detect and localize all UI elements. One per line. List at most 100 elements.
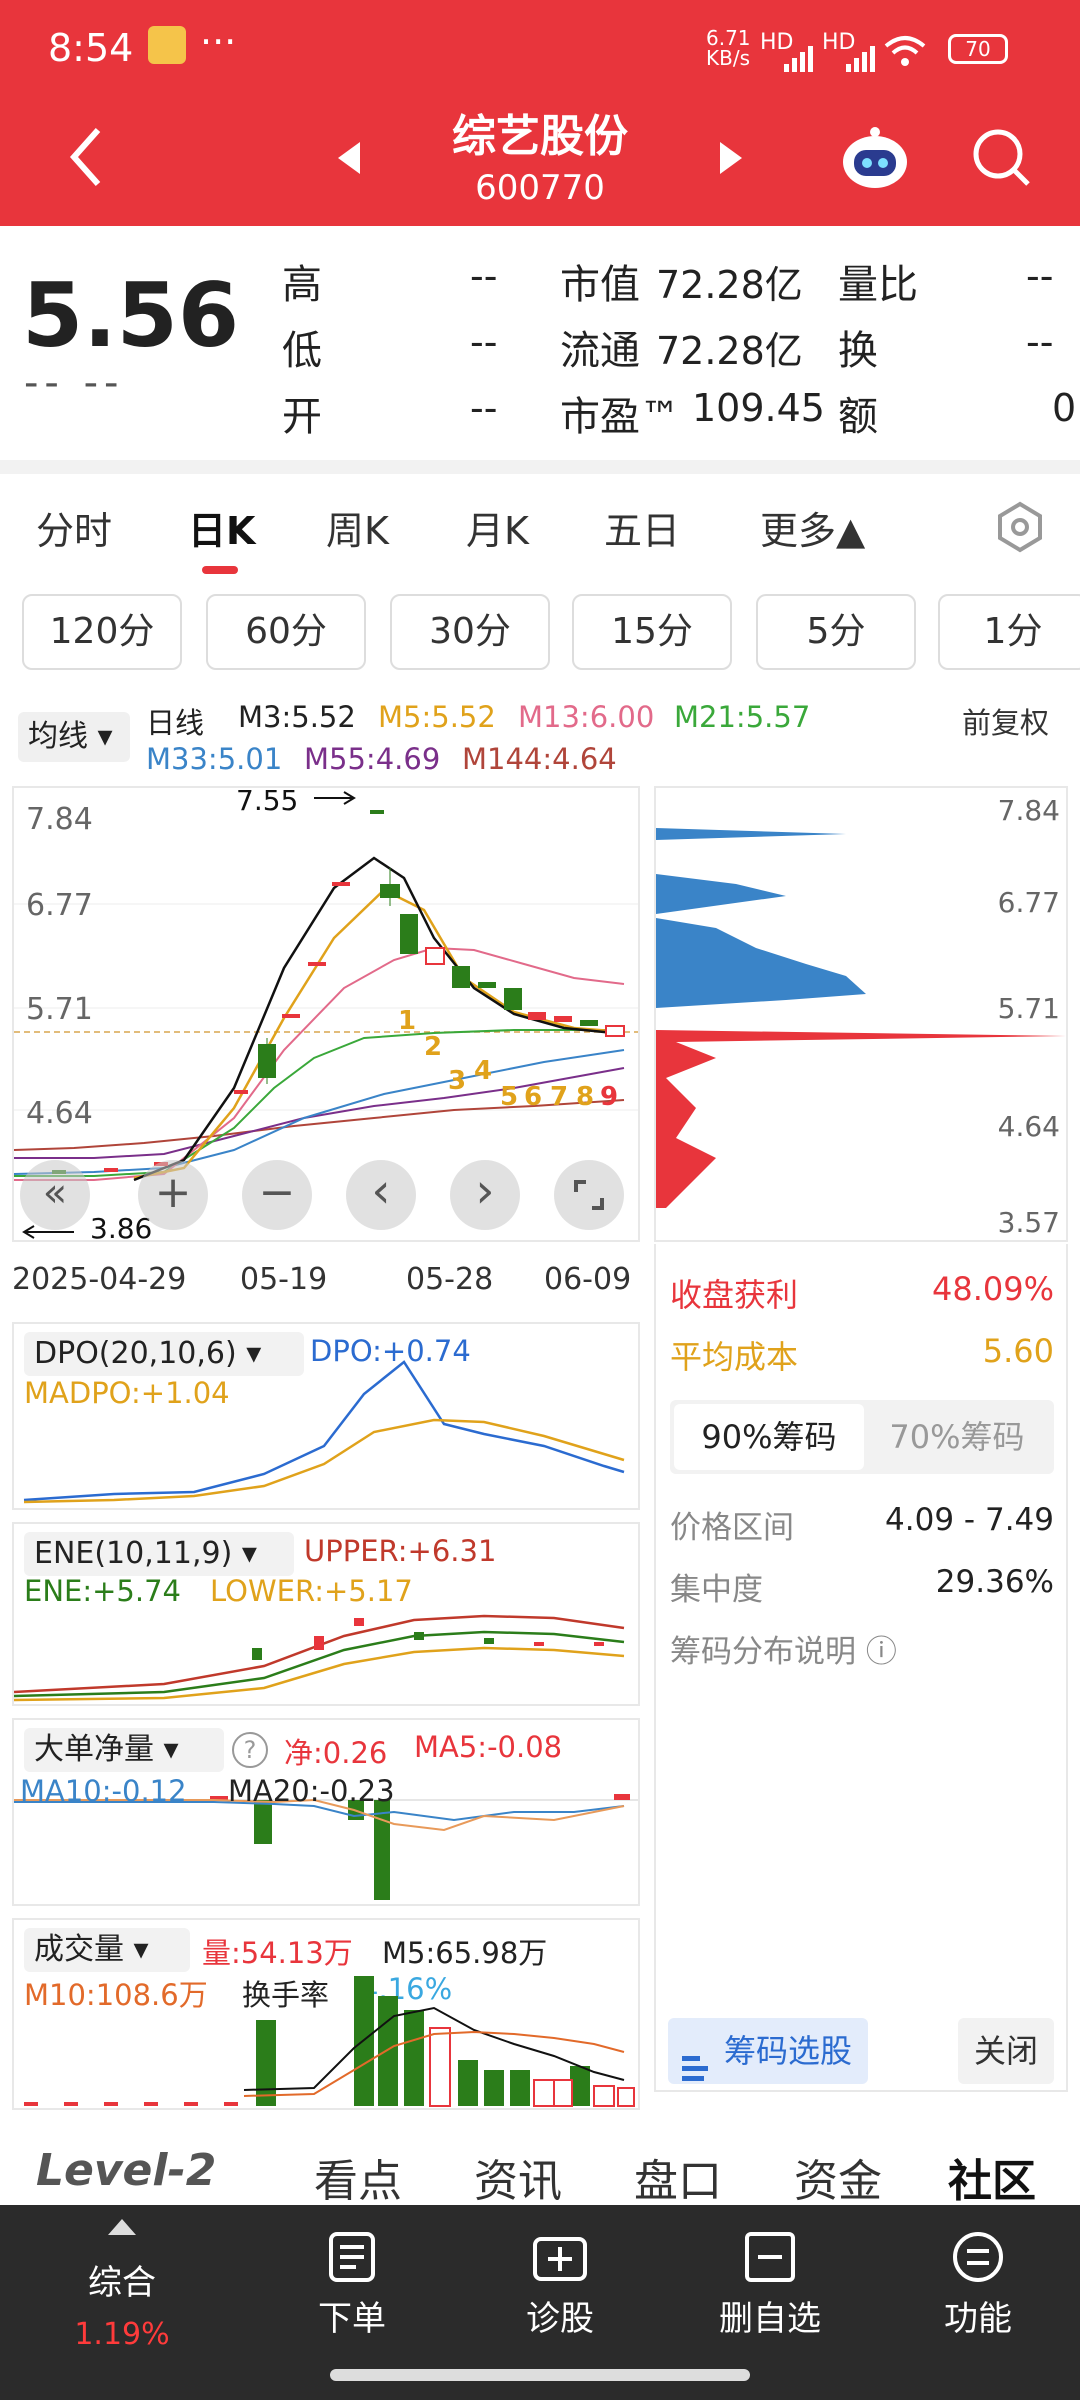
minute-1-button[interactable]: 1分: [938, 594, 1080, 670]
ene-upper-value: UPPER:+6.31: [304, 1534, 497, 1568]
signal-hd-1: HD: [760, 30, 794, 55]
close-chip-button[interactable]: 关闭: [958, 2018, 1054, 2084]
scroll-right-button[interactable]: ›: [450, 1160, 520, 1230]
big-order-select[interactable]: 大单净量 ▾: [24, 1728, 224, 1772]
ene-name: ENE(10,11,9): [34, 1536, 233, 1571]
tab-more[interactable]: 更多▲: [760, 509, 866, 553]
kline-xtick-3: 05-28: [406, 1262, 494, 1297]
dpo-chart: [23, 1360, 625, 1504]
ene-value: ENE:+5.74: [24, 1574, 181, 1608]
ma-m21: M21:5.57: [674, 700, 811, 734]
nav-overview[interactable]: 综合 1.19%: [14, 2205, 230, 2400]
wifi-icon: [884, 34, 926, 68]
tab-five-day[interactable]: 五日: [604, 509, 681, 553]
stock-code: 600770: [475, 168, 605, 208]
big-order-net: 净:0.26: [284, 1736, 388, 1770]
tab-90-percent[interactable]: 90%筹码: [674, 1404, 864, 1470]
concentration-label: 集中度: [670, 1572, 763, 1608]
tab-weekly-k[interactable]: 周K: [326, 509, 389, 553]
bottom-nav: 综合 1.19% 下单 诊股 删自选 功能: [0, 2205, 1080, 2400]
ma-m13: M13:6.00: [518, 700, 655, 734]
order-form-icon: [328, 2231, 376, 2283]
ene-chart: [14, 1614, 625, 1702]
search-icon[interactable]: [970, 126, 1034, 190]
active-tab-indicator: [202, 566, 238, 574]
float-cap-value: 72.28亿: [656, 329, 803, 373]
avg-cost-label: 平均成本: [670, 1338, 799, 1376]
minute-30-button[interactable]: 30分: [390, 594, 550, 670]
dpo-value: DPO:+0.74: [310, 1334, 471, 1368]
minute-5-button[interactable]: 5分: [756, 594, 916, 670]
volume-select[interactable]: 成交量 ▾: [24, 1928, 190, 1972]
big-order-ma5: MA5:-0.08: [414, 1730, 563, 1764]
fullscreen-icon[interactable]: [554, 1160, 624, 1230]
last-price: 5.56: [22, 264, 240, 367]
ene-panel: ENE(10,11,9) ▾ UPPER:+6.31 ENE:+5.74 LOW…: [12, 1522, 640, 1706]
tab-highlights[interactable]: 看点: [314, 2156, 402, 2207]
chip-select-label: 筹码选股: [724, 2032, 853, 2070]
chart-settings-icon[interactable]: [996, 500, 1044, 554]
tab-level2[interactable]: Level-2: [36, 2145, 217, 2196]
nav-remove-watchlist[interactable]: 删自选: [662, 2205, 878, 2400]
dpo-name: DPO(20,10,6): [34, 1336, 237, 1371]
tab-70-percent[interactable]: 70%筹码: [889, 1418, 1025, 1456]
tab-news[interactable]: 资讯: [474, 2156, 562, 2207]
kline-ytick-4: 4.64: [26, 1096, 93, 1131]
nav-overview-label: 综合: [88, 2263, 156, 2303]
volume-chart: [24, 1976, 635, 2107]
tab-order-book[interactable]: 盘口: [634, 2156, 722, 2207]
ma-m3: M3:5.52: [238, 700, 356, 734]
back-arrow-icon[interactable]: [66, 122, 106, 192]
volume-ratio-label: 量比: [838, 262, 918, 308]
diagnose-icon: [532, 2231, 588, 2283]
chip-ytick-5: 3.57: [997, 1206, 1060, 1239]
minute-60-button[interactable]: 60分: [206, 594, 366, 670]
info-tabs-bar: [0, 2118, 1080, 2208]
madpo-value: MADPO:+1.04: [24, 1376, 230, 1410]
minute-120-button[interactable]: 120分: [22, 594, 182, 670]
volume-value: 量:54.13万: [202, 1936, 353, 1970]
ma-m5: M5:5.52: [378, 700, 496, 734]
ene-indicator-select[interactable]: ENE(10,11,9) ▾: [24, 1532, 294, 1576]
tab-intraday[interactable]: 分时: [36, 509, 113, 553]
battery-icon: 70: [948, 34, 1008, 64]
adjust-mode-label[interactable]: 前复权: [962, 706, 1050, 740]
minute-15-button[interactable]: 15分: [572, 594, 732, 670]
zoom-in-button[interactable]: +: [138, 1160, 208, 1230]
robot-assistant-icon[interactable]: [840, 124, 910, 194]
prev-stock-icon[interactable]: [334, 140, 364, 176]
tab-funds[interactable]: 资金: [794, 2156, 882, 2207]
zoom-far-left-button[interactable]: «: [20, 1160, 90, 1230]
next-stock-icon[interactable]: [716, 140, 746, 176]
kline-panel[interactable]: 7.84 6.77 5.71 4.64 7.55 3.86 1 2 3 4 5 …: [12, 784, 640, 1245]
nine-turn-5: 5: [500, 1082, 519, 1112]
chip-explain-link[interactable]: 筹码分布说明 ⓘ: [670, 1634, 897, 1670]
net-speed: 6.71 KB/s: [706, 26, 751, 70]
stock-name: 综艺股份: [452, 111, 628, 162]
help-icon[interactable]: ?: [232, 1732, 268, 1768]
indicator-type-select[interactable]: 均线 ▾: [18, 712, 130, 762]
pe-value: 109.45: [692, 386, 825, 430]
ma-m55: M55:4.69: [304, 742, 441, 776]
chip-histogram: [656, 828, 1066, 1208]
volume-panel: 成交量 ▾ 量:54.13万 M5:65.98万 M10:108.6万 换手率 …: [12, 1918, 640, 2110]
turnover-label: 换: [838, 328, 878, 374]
tab-daily-k[interactable]: 日K: [188, 509, 256, 553]
nav-diagnose[interactable]: 诊股: [452, 2205, 668, 2400]
scroll-left-button[interactable]: ‹: [346, 1160, 416, 1230]
kline-xtick-1: 2025-04-29: [12, 1262, 187, 1297]
chip-select-button[interactable]: 筹码选股: [668, 2018, 868, 2084]
pe-label: 市盈™: [560, 394, 680, 440]
tab-monthly-k[interactable]: 月K: [466, 509, 529, 553]
nav-functions[interactable]: 功能: [870, 2205, 1080, 2400]
low-arrow-icon: [22, 1225, 74, 1239]
zoom-out-button[interactable]: −: [242, 1160, 312, 1230]
nine-turn-9: 9: [600, 1082, 619, 1112]
nav-place-order[interactable]: 下单: [244, 2205, 460, 2400]
tab-community[interactable]: 社区: [948, 2156, 1036, 2207]
dpo-indicator-select[interactable]: DPO(20,10,6) ▾: [24, 1332, 304, 1376]
nine-turn-8: 8: [576, 1082, 595, 1112]
nine-turn-4: 4: [474, 1056, 493, 1086]
nav-overview-change: 1.19%: [74, 2317, 170, 2352]
chip-ytick-4: 4.64: [997, 1110, 1060, 1143]
